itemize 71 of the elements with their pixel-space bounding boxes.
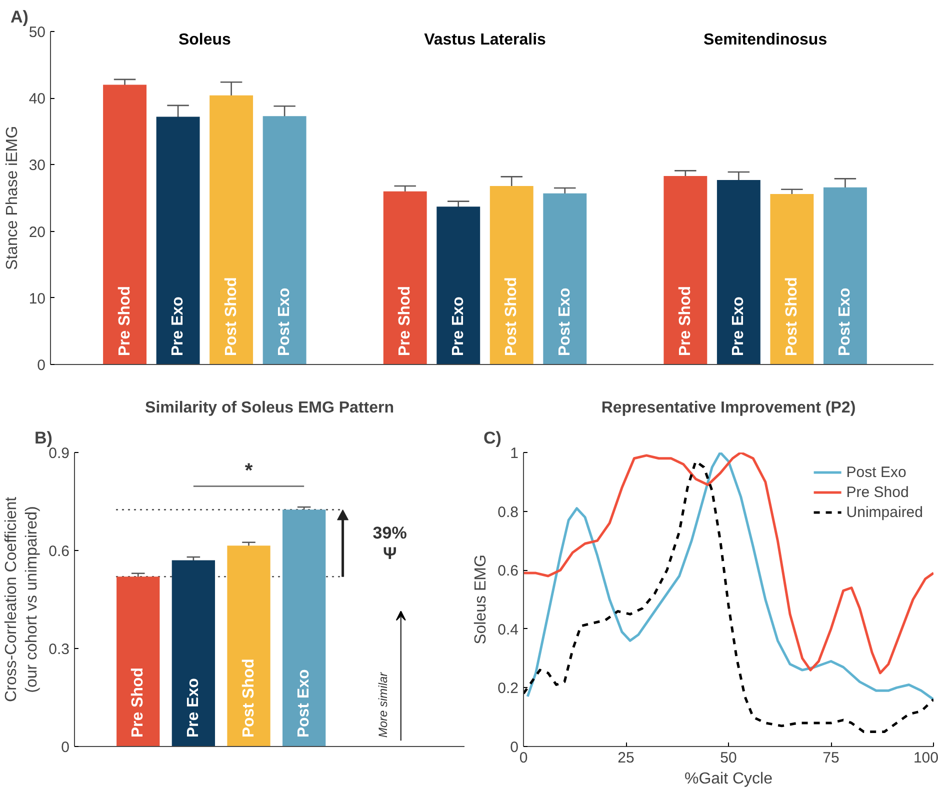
bar xyxy=(664,176,708,364)
text: More similar xyxy=(376,671,390,738)
bar xyxy=(282,510,326,746)
x-tick-label: 25 xyxy=(618,750,634,766)
y-tick-label: 0 xyxy=(510,739,518,756)
bar xyxy=(210,95,254,364)
bar xyxy=(116,576,160,746)
series-label: Post Exo xyxy=(276,287,294,356)
annotation: * xyxy=(244,460,253,482)
y-tick-label: 0.8 xyxy=(498,504,519,521)
series-label: Pre Shod xyxy=(116,286,134,356)
y-axis-title: Cross-Corrleation Coefficient (our cohort vs unimpaired) xyxy=(3,496,41,702)
category-label: Semitendinosus xyxy=(704,32,828,48)
bar xyxy=(103,84,147,364)
y-axis-title: Soleus EMG xyxy=(472,554,490,644)
y-tick-label: 0.2 xyxy=(498,680,519,698)
y-tick-label: 30 xyxy=(28,157,46,174)
x-tick-label: 50 xyxy=(720,750,737,766)
bar xyxy=(172,560,216,746)
text: Post Exo xyxy=(836,288,854,356)
bar xyxy=(156,116,200,364)
text: Post Exo xyxy=(556,288,574,356)
text: Post Shod xyxy=(783,277,800,356)
y-tick-label: 0.3 xyxy=(48,641,70,658)
y-axis-title: Stance Phase iEMG xyxy=(4,126,21,270)
bar xyxy=(262,116,306,364)
text: B) xyxy=(34,428,52,448)
y-tick-label: 20 xyxy=(28,224,46,241)
category-label: Post Exo xyxy=(296,669,313,738)
text: Pre Shod xyxy=(396,286,414,356)
text: Pre Shod xyxy=(676,286,694,356)
bar xyxy=(383,191,427,364)
text: C) xyxy=(484,428,502,448)
y-tick-label: 1 xyxy=(510,445,518,462)
text: A) xyxy=(10,8,28,26)
x-tick-label: 75 xyxy=(822,750,840,766)
x-axis-title: %Gait Cycle xyxy=(684,770,773,788)
y-tick-label: 0 xyxy=(37,357,46,374)
chart-title: Similarity of Soleus EMG Pattern xyxy=(145,400,394,416)
bar xyxy=(770,194,814,364)
y-tick-label: 0.6 xyxy=(498,562,519,580)
bar xyxy=(543,193,587,364)
text: Ψ xyxy=(382,544,397,563)
y-tick-label: 0 xyxy=(61,739,70,756)
y-tick-label: 40 xyxy=(28,90,46,108)
text: Post Shod xyxy=(503,277,520,356)
y-tick-label: 0.4 xyxy=(498,621,519,638)
bar xyxy=(490,186,534,364)
bar xyxy=(716,180,760,364)
y-tick-label: 0.6 xyxy=(48,543,70,560)
text: Pre Exo xyxy=(730,296,748,356)
bar xyxy=(227,546,270,746)
chart-title: Representative Improvement (P2) xyxy=(601,400,856,416)
bar xyxy=(823,187,867,364)
bar xyxy=(436,206,480,364)
y-tick-label: 10 xyxy=(28,290,46,308)
category-label: Vastus Lateralis xyxy=(424,32,546,48)
y-tick-label: 50 xyxy=(28,24,46,41)
category-label: Soleus xyxy=(178,32,231,48)
category-label: Post Shod xyxy=(240,658,258,738)
series-label: Post Shod xyxy=(222,277,240,356)
series-label: Pre Exo xyxy=(170,296,187,356)
text: Pre Exo xyxy=(450,296,467,356)
legend-label: Post Exo xyxy=(846,464,906,480)
text: 39% xyxy=(372,523,407,542)
legend-label: Pre Shod xyxy=(846,484,909,500)
category-label: Pre Exo xyxy=(184,678,202,738)
x-tick-label: 100 xyxy=(913,750,938,766)
y-tick-label: 0.9 xyxy=(48,445,70,462)
legend-label: Unimpaired xyxy=(846,504,923,520)
category-label: Pre Shod xyxy=(130,667,147,738)
